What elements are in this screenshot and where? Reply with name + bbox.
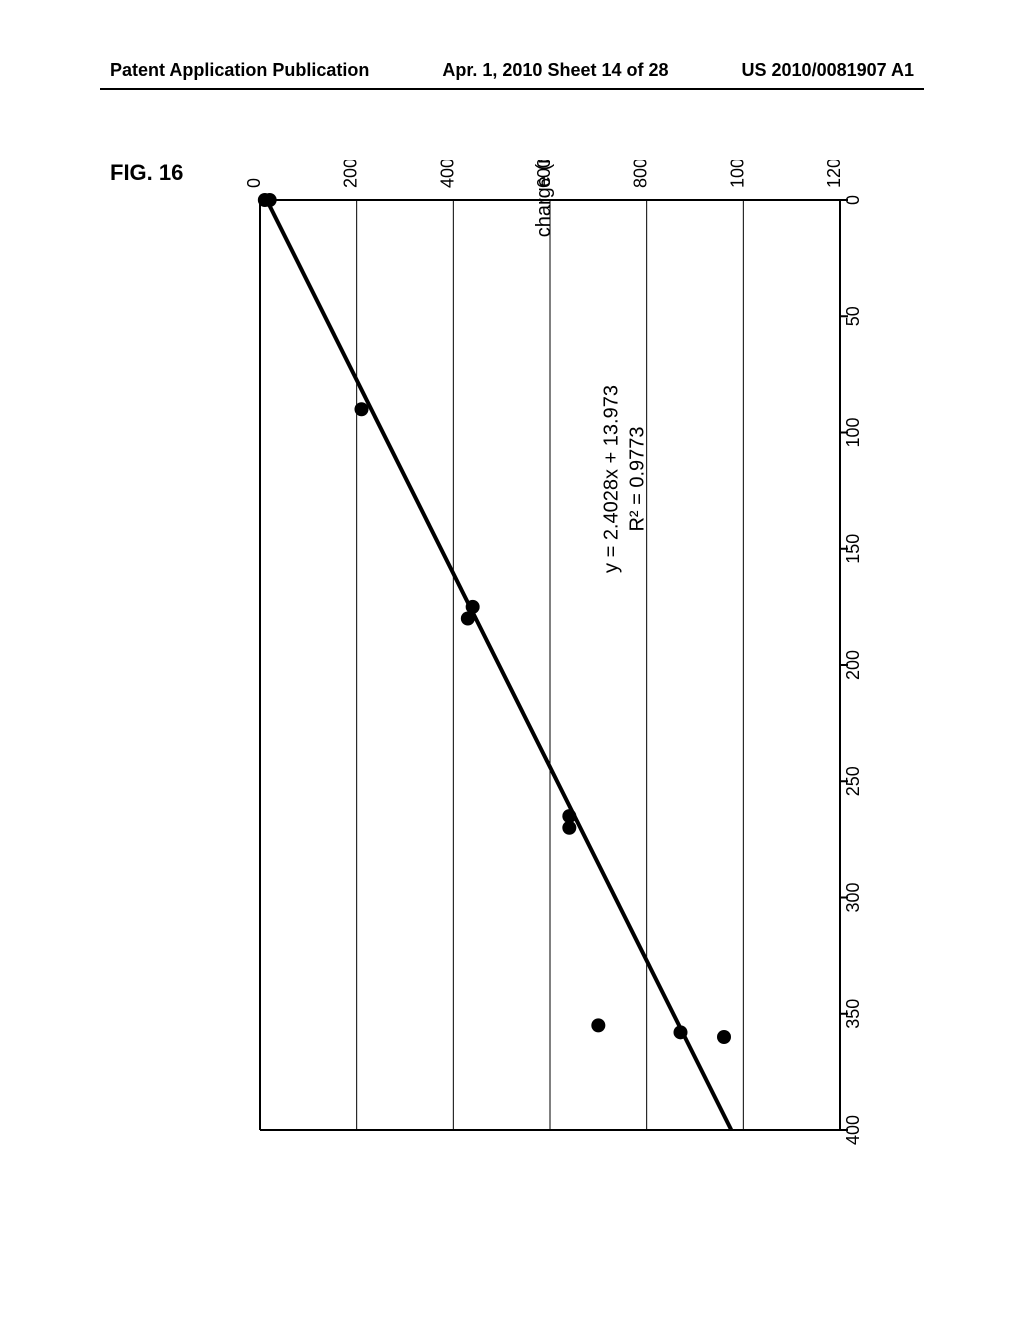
ytick-label: 1200 (824, 160, 844, 188)
ytick-label: 200 (341, 160, 361, 188)
ylabel: charge (microcoulombs) (533, 160, 555, 237)
ytick-label: 400 (437, 160, 457, 188)
header-rule (100, 88, 924, 90)
data-point (263, 193, 277, 207)
xtick-label: 350 (843, 999, 863, 1029)
scatter-chart: 0200400600800100012000501001502002503003… (130, 160, 870, 1220)
page-header: Patent Application Publication Apr. 1, 2… (0, 60, 1024, 81)
data-point (717, 1030, 731, 1044)
header-left: Patent Application Publication (110, 60, 369, 81)
data-point (355, 402, 369, 416)
ytick-label: 0 (244, 178, 264, 188)
xtick-label: 0 (843, 195, 863, 205)
ytick-label: 800 (631, 160, 651, 188)
data-point (562, 821, 576, 835)
ytick-label: 1000 (727, 160, 747, 188)
header-center: Apr. 1, 2010 Sheet 14 of 28 (442, 60, 668, 81)
xtick-label: 200 (843, 650, 863, 680)
xtick-label: 300 (843, 882, 863, 912)
xtick-label: 150 (843, 534, 863, 564)
data-point (461, 612, 475, 626)
xtick-label: 50 (843, 306, 863, 326)
header-right: US 2010/0081907 A1 (742, 60, 914, 81)
data-point (591, 1018, 605, 1032)
xtick-label: 100 (843, 417, 863, 447)
fit-r2: R² = 0.9773 (627, 426, 649, 531)
xtick-label: 400 (843, 1115, 863, 1145)
fit-equation: y = 2.4028x + 13.973 (601, 385, 623, 573)
fit-line (267, 200, 732, 1130)
xtick-label: 250 (843, 766, 863, 796)
data-point (674, 1025, 688, 1039)
